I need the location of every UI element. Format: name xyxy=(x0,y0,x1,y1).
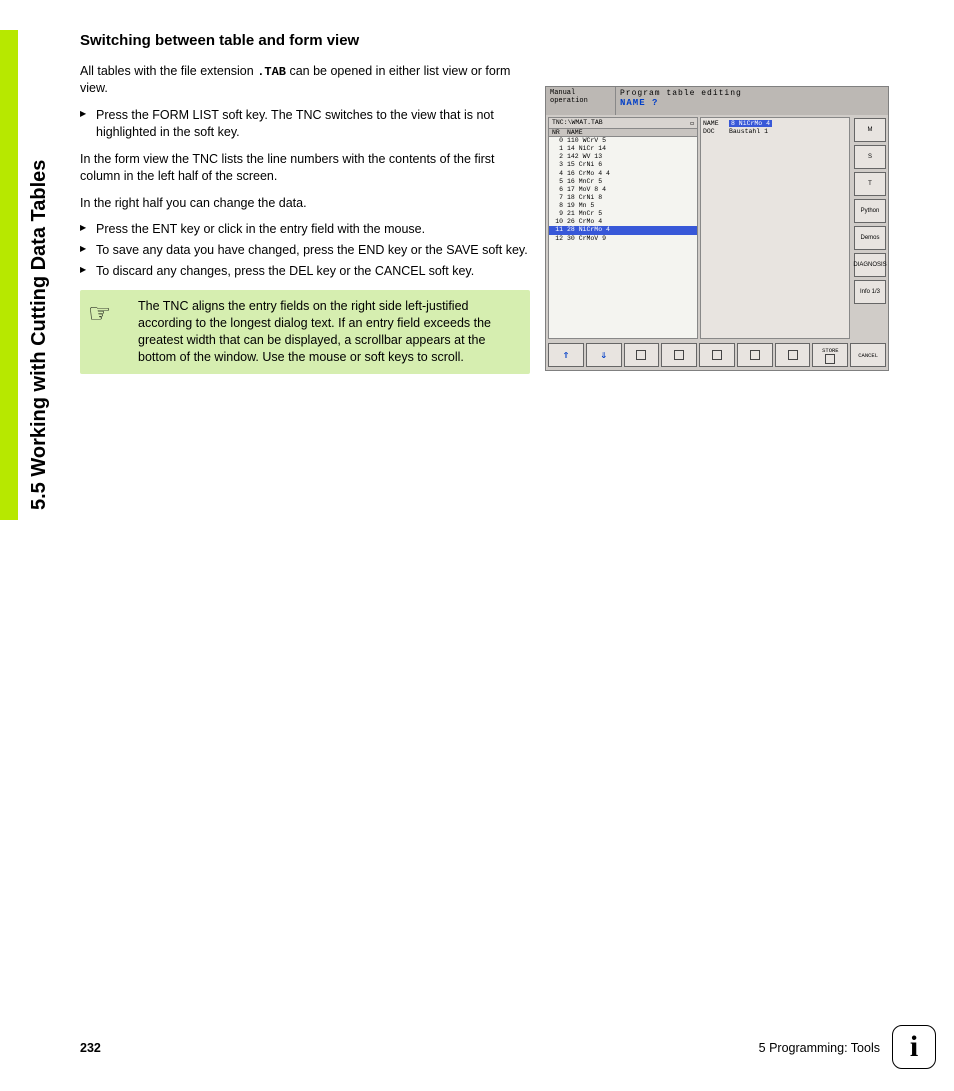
scr-title-area: Program table editing NAME ? xyxy=(616,87,888,115)
p1a: All tables with the file extension xyxy=(80,64,257,78)
scr-path-text: TNC:\WMAT.TAB xyxy=(552,119,603,127)
table-row[interactable]: 718 CrNi 8 xyxy=(549,194,697,202)
softkey-up[interactable]: ⇑ xyxy=(548,343,584,367)
softkey-7[interactable] xyxy=(775,343,811,367)
store-label: STORE xyxy=(822,347,839,354)
info-badge-icon: i xyxy=(892,1025,936,1069)
form-row-name: NAME 8 NiCrMo 4 xyxy=(703,120,847,127)
scr-mode-label: Manual operation xyxy=(546,87,616,115)
scr-body: TNC:\WMAT.TAB ▭ NR NAME 0110 WCrV 5114 N… xyxy=(546,115,888,341)
main-content: Switching between table and form view Al… xyxy=(80,32,530,374)
table-row[interactable]: 921 MnCr 5 xyxy=(549,210,697,218)
scr-side-buttons: MST Python Demos DIAGNOSIS Info 1/3 xyxy=(852,115,888,341)
right-half-paragraph: In the right half you can change the dat… xyxy=(80,195,530,212)
scr-header: Manual operation Program table editing N… xyxy=(546,87,888,115)
note-text: The TNC aligns the entry fields on the r… xyxy=(138,298,518,366)
table-row[interactable]: 0110 WCrV 5 xyxy=(549,137,697,145)
scr-column-header: NR NAME xyxy=(549,129,697,137)
file-extension: .TAB xyxy=(257,65,286,79)
intro-paragraph: All tables with the file extension .TAB … xyxy=(80,63,530,97)
side-section-title: 5.5 Working with Cutting Data Tables xyxy=(28,160,51,510)
table-row[interactable]: 2142 WV 13 xyxy=(549,153,697,161)
bullet-ent: Press the ENT key or click in the entry … xyxy=(80,221,530,238)
page-number: 232 xyxy=(80,1041,101,1055)
softkey-5[interactable] xyxy=(699,343,735,367)
table-row[interactable]: 516 MnCr 5 xyxy=(549,178,697,186)
page-footer: 232 5 Programming: Tools xyxy=(80,1041,880,1055)
scr-title-line1: Program table editing xyxy=(620,89,884,98)
scr-softkey-row: ⇑ ⇓ STORE CANCEL xyxy=(546,341,888,369)
section-heading: Switching between table and form view xyxy=(80,32,530,49)
bullet-discard: To discard any changes, press the DEL ke… xyxy=(80,263,530,280)
form-doc-value[interactable]: Baustahl 1 xyxy=(729,128,768,135)
disk-icon xyxy=(825,354,835,364)
side-color-tab xyxy=(0,30,18,520)
bullet-save: To save any data you have changed, press… xyxy=(80,242,530,259)
scr-left-panel: TNC:\WMAT.TAB ▭ NR NAME 0110 WCrV 5114 N… xyxy=(548,117,698,339)
col-nr: NR xyxy=(549,129,567,136)
side-softkey[interactable]: Python xyxy=(854,199,886,223)
bullet-list-2: Press the ENT key or click in the entry … xyxy=(80,221,530,280)
chapter-label: 5 Programming: Tools xyxy=(759,1041,880,1055)
softkey-6[interactable] xyxy=(737,343,773,367)
form-doc-label: DOC xyxy=(703,128,729,135)
softkey-store[interactable]: STORE xyxy=(812,343,848,367)
note-hand-icon: ☞ xyxy=(88,298,138,366)
scr-form-panel: NAME 8 NiCrMo 4 DOC Baustahl 1 xyxy=(700,117,850,339)
form-name-value[interactable]: 8 NiCrMo 4 xyxy=(729,120,772,127)
bullet-form-list: Press the FORM LIST soft key. The TNC sw… xyxy=(80,107,530,141)
form-name-label: NAME xyxy=(703,120,729,127)
table-row[interactable]: 416 CrMo 4 4 xyxy=(549,170,697,178)
side-softkey[interactable]: Demos xyxy=(854,226,886,250)
col-name: NAME xyxy=(567,129,583,136)
side-softkey[interactable]: T xyxy=(854,172,886,196)
table-row[interactable]: 1026 CrMo 4 xyxy=(549,218,697,226)
scr-table[interactable]: 0110 WCrV 5114 NiCr 142142 WV 13315 CrNi… xyxy=(549,137,697,338)
bullet-list-1: Press the FORM LIST soft key. The TNC sw… xyxy=(80,107,530,141)
scr-file-path: TNC:\WMAT.TAB ▭ xyxy=(549,118,697,129)
table-row[interactable]: 1128 NiCrMo 4 xyxy=(549,226,697,234)
side-softkey[interactable]: DIAGNOSIS xyxy=(854,253,886,277)
table-row[interactable]: 1230 CrMoV 9 xyxy=(549,235,697,243)
note-box: ☞ The TNC aligns the entry fields on the… xyxy=(80,290,530,374)
scr-title-line2: NAME ? xyxy=(620,98,884,108)
softkey-down[interactable]: ⇓ xyxy=(586,343,622,367)
form-row-doc: DOC Baustahl 1 xyxy=(703,128,847,135)
form-view-paragraph: In the form view the TNC lists the line … xyxy=(80,151,530,185)
softkey-4[interactable] xyxy=(661,343,697,367)
tnc-screenshot: Manual operation Program table editing N… xyxy=(545,86,889,371)
table-row[interactable]: 114 NiCr 14 xyxy=(549,145,697,153)
table-row[interactable]: 819 Mn 5 xyxy=(549,202,697,210)
table-row[interactable]: 315 CrNi 6 xyxy=(549,161,697,169)
softkey-cancel[interactable]: CANCEL xyxy=(850,343,886,367)
table-row[interactable]: 617 MoV 8 4 xyxy=(549,186,697,194)
scroll-handle-icon[interactable]: ▭ xyxy=(690,119,694,127)
side-softkey[interactable]: Info 1/3 xyxy=(854,280,886,304)
side-softkey[interactable]: S xyxy=(854,145,886,169)
softkey-3[interactable] xyxy=(624,343,660,367)
side-softkey[interactable]: M xyxy=(854,118,886,142)
